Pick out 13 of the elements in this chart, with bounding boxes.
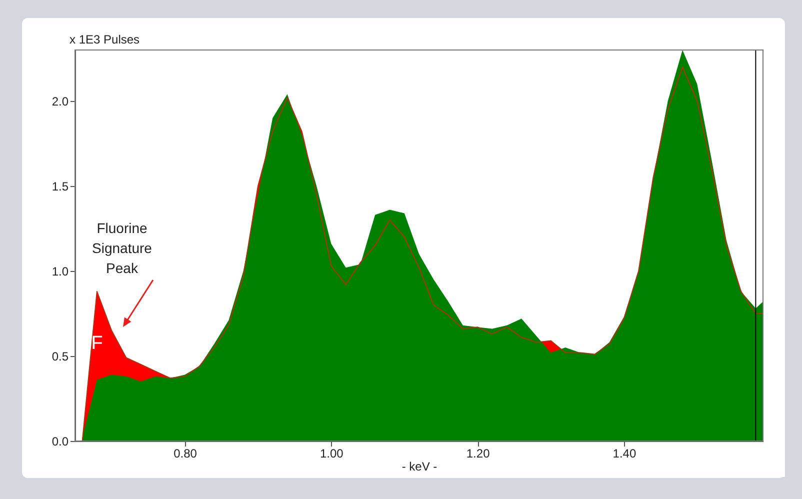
x-tick-label: 1.00 xyxy=(320,446,344,460)
x-tick-label: 1.20 xyxy=(466,446,490,460)
y-tick-label: 1.0 xyxy=(52,264,69,278)
x-tick-label: 1.40 xyxy=(612,446,636,460)
y-tick-label: 1.5 xyxy=(52,180,69,194)
annotation: F xyxy=(91,333,103,354)
x-axis-title: - keV - xyxy=(402,460,438,474)
y-tick-label: 0.5 xyxy=(52,350,69,364)
y-tick-label: 0.0 xyxy=(52,434,69,448)
y-axis-title: x 1E3 Pulses xyxy=(70,32,140,46)
x-tick-label: 0.80 xyxy=(174,446,198,460)
annotation: Fluorine Signature Peak xyxy=(92,220,152,276)
y-tick-label: 2.0 xyxy=(52,94,69,108)
